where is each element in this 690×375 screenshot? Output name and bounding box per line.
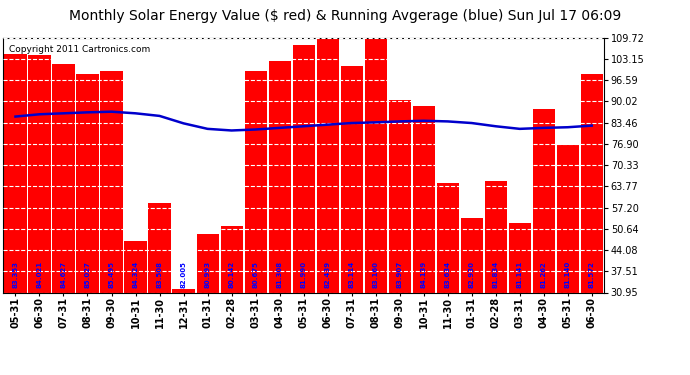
Bar — [124, 241, 146, 375]
Text: 81.140: 81.140 — [564, 260, 571, 288]
Text: 80.675: 80.675 — [253, 261, 259, 288]
Text: 81.141: 81.141 — [517, 260, 523, 288]
Bar — [197, 234, 219, 375]
Text: Monthly Solar Energy Value ($ red) & Running Avgerage (blue) Sun Jul 17 06:09: Monthly Solar Energy Value ($ red) & Run… — [69, 9, 621, 23]
Bar — [533, 110, 555, 375]
Text: 82.005: 82.005 — [181, 261, 186, 288]
Bar — [221, 226, 243, 375]
Text: 81.572: 81.572 — [589, 261, 595, 288]
Bar — [364, 38, 386, 375]
Text: 81.990: 81.990 — [301, 261, 306, 288]
Text: 83.114: 83.114 — [348, 260, 355, 288]
Bar — [148, 203, 170, 375]
Text: 82.439: 82.439 — [324, 261, 331, 288]
Text: 80.993: 80.993 — [204, 261, 210, 288]
Text: 85.027: 85.027 — [84, 261, 90, 288]
Text: 82.930: 82.930 — [469, 261, 475, 288]
Text: 84.324: 84.324 — [132, 260, 139, 288]
Text: 84.021: 84.021 — [37, 261, 43, 288]
Text: 83.353: 83.353 — [12, 261, 19, 288]
Bar — [437, 183, 459, 375]
Bar — [172, 289, 195, 375]
Bar — [293, 45, 315, 375]
Bar — [28, 56, 50, 375]
Bar — [413, 106, 435, 375]
Bar — [317, 38, 339, 375]
Bar — [4, 54, 26, 375]
Text: 80.142: 80.142 — [228, 261, 235, 288]
Text: 85.495: 85.495 — [108, 261, 115, 288]
Bar — [388, 100, 411, 375]
Text: 83.508: 83.508 — [157, 261, 163, 288]
Bar — [484, 181, 506, 375]
Text: 81.262: 81.262 — [541, 261, 546, 288]
Bar — [77, 74, 99, 375]
Text: 83.907: 83.907 — [397, 261, 403, 288]
Text: 83.160: 83.160 — [373, 261, 379, 288]
Bar — [509, 223, 531, 375]
Bar — [52, 64, 75, 375]
Bar — [244, 70, 266, 375]
Text: Copyright 2011 Cartronics.com: Copyright 2011 Cartronics.com — [10, 45, 150, 54]
Text: 81.834: 81.834 — [493, 260, 499, 288]
Bar — [101, 71, 123, 375]
Text: 83.634: 83.634 — [444, 261, 451, 288]
Bar — [461, 218, 483, 375]
Bar — [581, 74, 603, 375]
Text: 81.308: 81.308 — [277, 261, 283, 288]
Text: 84.627: 84.627 — [61, 261, 66, 288]
Bar — [268, 61, 290, 375]
Bar — [557, 145, 579, 375]
Bar — [341, 66, 363, 375]
Text: 84.139: 84.139 — [421, 260, 426, 288]
